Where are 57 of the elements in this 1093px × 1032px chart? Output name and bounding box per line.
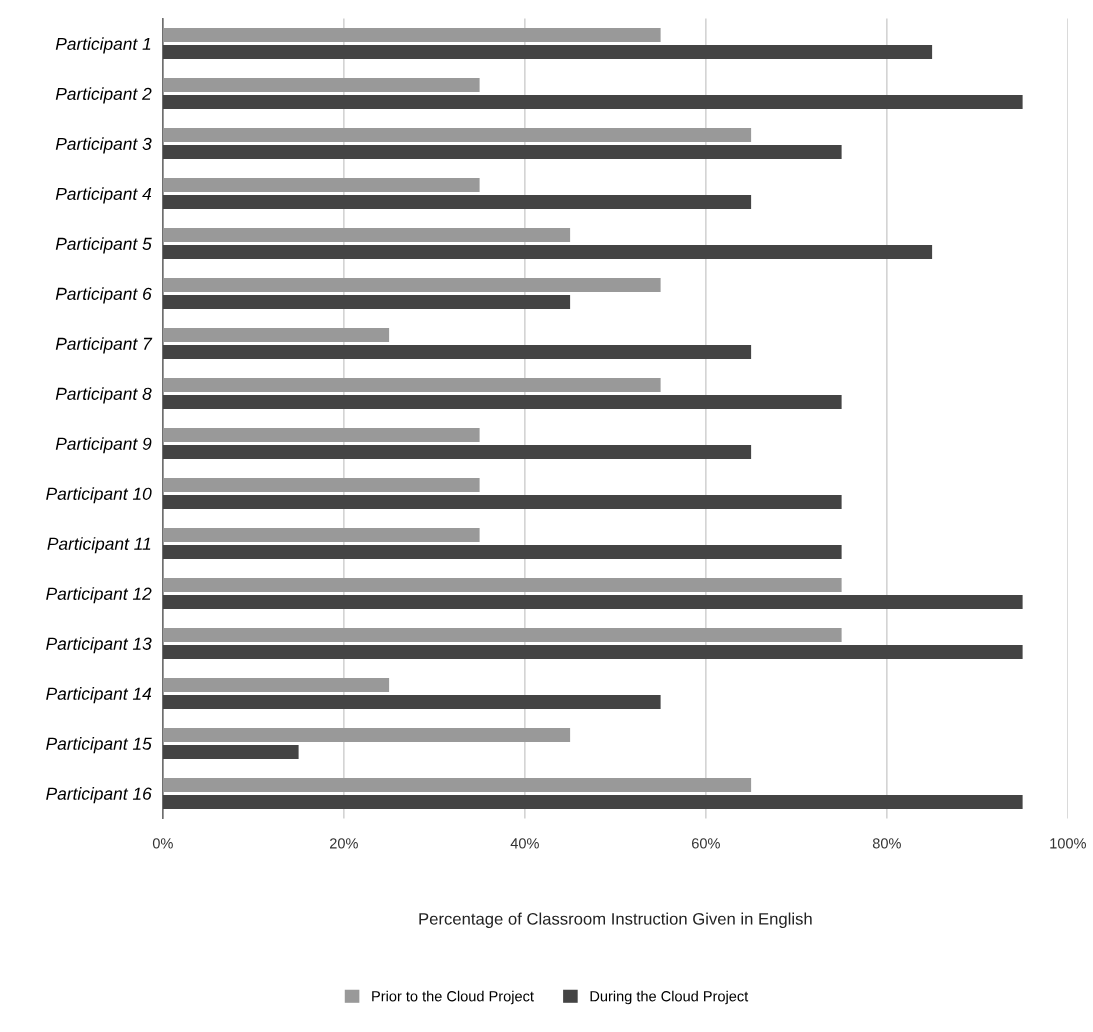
y-tick-label: Participant 3 [55,137,152,154]
bar [162,777,752,792]
bar [162,344,752,359]
bar [162,744,299,759]
bar [162,527,480,542]
x-tick-label: 60% [692,838,720,849]
y-tick-label: Participant 6 [55,287,152,304]
y-tick-label: Participant 15 [46,737,152,754]
y-tick-label: Participant 8 [55,387,152,404]
x-tick-label: 100% [1050,838,1086,849]
bar [162,228,571,243]
bar [162,328,390,342]
bar [162,45,933,60]
x-tick-label: 40% [510,838,539,849]
bar [162,128,752,143]
x-tick-label: 0% [152,838,173,849]
y-tick-label: Participant 10 [46,487,152,504]
x-tick-label: 80% [872,838,901,849]
y-tick-label: Participant 9 [55,437,152,454]
bar [162,727,571,742]
bar [162,677,390,692]
bar [162,78,480,93]
bar [162,394,842,409]
y-tick-label: Participant 4 [55,187,152,204]
bar [162,295,571,309]
bar [162,694,661,709]
bar [162,577,842,592]
y-tick-label: Participant 1 [55,37,151,54]
y-tick-label: Participant 14 [46,687,152,704]
bar [162,627,842,642]
y-tick-label: Participant 11 [47,537,151,554]
bar [162,494,842,509]
bar [162,377,661,392]
y-tick-label: Participant 7 [55,337,153,354]
bar [162,427,480,442]
bar [162,444,752,459]
legend-label: Prior to the Cloud Project [372,990,534,1005]
x-axis-title: Percentage of Classroom Instruction Given in English [419,912,812,929]
y-tick-label: Participant 16 [46,787,152,804]
bar [162,245,933,260]
bar [162,278,661,293]
bar [162,195,752,210]
x-tick-label: 20% [330,838,358,849]
y-tick-label: Participant 2 [55,87,152,104]
bar [162,477,480,492]
y-tick-label: Participant 5 [55,237,152,254]
bar [162,95,1023,110]
bar [162,644,1023,659]
bar [162,794,1023,809]
y-tick-label: Participant 12 [46,587,152,604]
bar [162,145,842,160]
y-tick-label: Participant 13 [46,637,152,654]
bar [162,28,661,43]
bar [162,544,842,559]
bar [162,594,1023,609]
bar [162,178,480,193]
legend-label: During the Cloud Project [590,990,749,1005]
